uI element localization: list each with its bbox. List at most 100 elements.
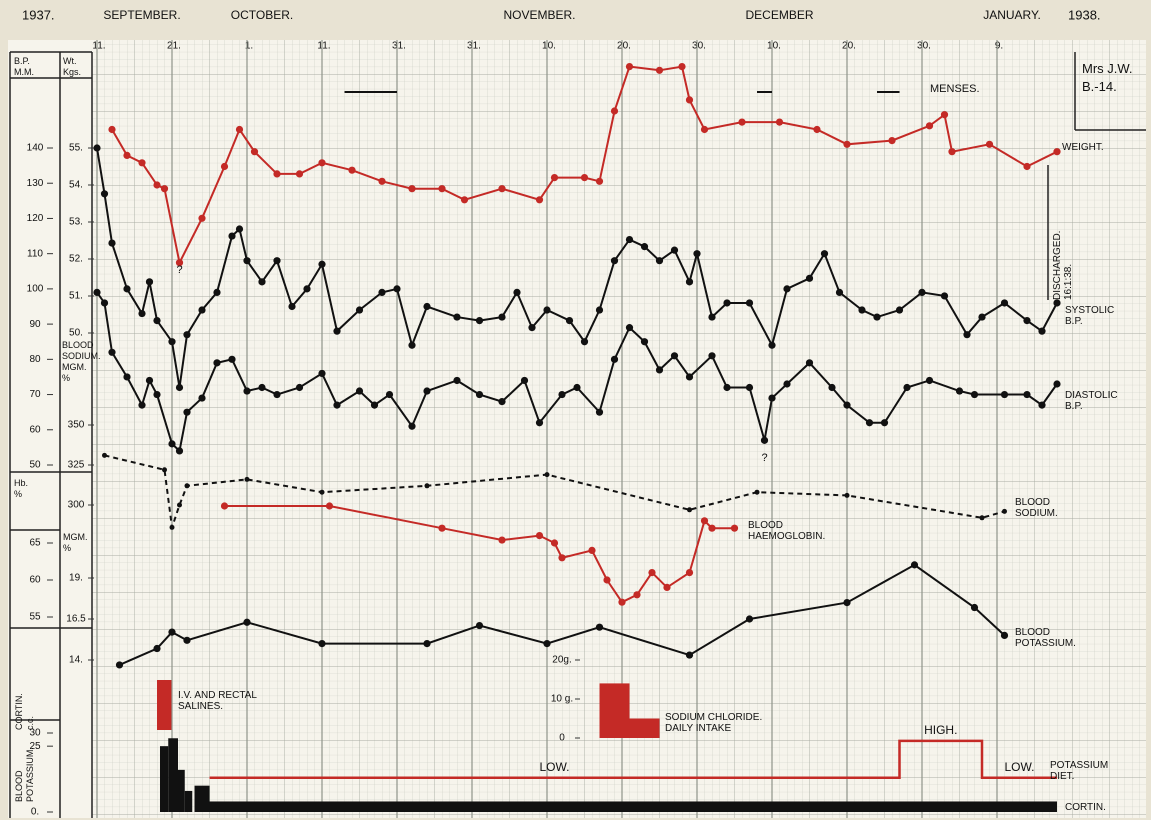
data-point bbox=[145, 376, 154, 385]
data-point bbox=[333, 401, 341, 409]
y-tick-label: 52. bbox=[69, 254, 83, 265]
salines-bar bbox=[157, 680, 172, 730]
data-point bbox=[565, 316, 574, 325]
data-point bbox=[550, 174, 559, 182]
x-tick-label: 21. bbox=[167, 41, 181, 52]
data-point bbox=[595, 408, 604, 416]
y-tick-label: 110 bbox=[27, 248, 43, 259]
data-point bbox=[535, 419, 544, 427]
data-point bbox=[438, 185, 446, 193]
data-point bbox=[102, 452, 107, 458]
diet-label: LOW. bbox=[539, 760, 569, 774]
x-tick-label: 31. bbox=[467, 41, 481, 52]
data-point bbox=[768, 341, 776, 349]
data-point bbox=[858, 306, 866, 314]
axis-label: Wt. Kgs. bbox=[63, 56, 82, 77]
y-tick-label: 55. bbox=[69, 143, 83, 154]
data-point bbox=[333, 327, 341, 335]
data-point bbox=[100, 190, 109, 198]
data-point bbox=[535, 196, 544, 204]
data-point bbox=[543, 306, 551, 314]
annotation: DISCHARGED. 16:1:38. bbox=[1052, 230, 1074, 300]
x-tick-label: 11. bbox=[92, 41, 105, 52]
data-point bbox=[475, 316, 484, 325]
series-label: BLOOD POTASSIUM. bbox=[1015, 627, 1076, 649]
data-point bbox=[880, 419, 889, 427]
data-point bbox=[580, 174, 589, 182]
y-tick-label: 20g. bbox=[552, 655, 571, 666]
data-point bbox=[273, 170, 281, 178]
series-line bbox=[119, 563, 1006, 666]
data-point bbox=[550, 539, 559, 547]
data-point bbox=[595, 306, 604, 314]
y-tick-label: 14. bbox=[69, 655, 83, 666]
data-point bbox=[183, 636, 191, 644]
month-label: SEPTEMBER. bbox=[103, 8, 180, 22]
data-point bbox=[244, 476, 250, 482]
diet-label: HIGH. bbox=[924, 723, 957, 737]
data-point bbox=[498, 398, 506, 406]
data-point bbox=[243, 257, 251, 265]
data-point bbox=[895, 306, 904, 314]
data-point bbox=[198, 394, 206, 402]
data-point bbox=[610, 107, 619, 115]
data-point bbox=[108, 348, 116, 356]
data-point bbox=[198, 306, 206, 314]
data-point bbox=[610, 257, 619, 265]
data-point bbox=[348, 166, 356, 174]
data-point bbox=[393, 285, 401, 293]
data-point bbox=[655, 66, 664, 74]
month-label: OCTOBER. bbox=[231, 8, 293, 22]
data-point bbox=[978, 313, 986, 321]
cortin-bar bbox=[178, 769, 185, 812]
axis-label: BLOOD POTASSIUM. bbox=[14, 747, 35, 802]
series-label: POTASSIUM DIET. bbox=[1050, 760, 1109, 782]
series-label: BLOOD SODIUM. bbox=[1015, 497, 1058, 519]
data-point bbox=[378, 177, 386, 185]
data-point bbox=[160, 185, 169, 193]
data-point bbox=[535, 532, 544, 540]
data-point bbox=[543, 640, 551, 648]
data-point bbox=[498, 185, 506, 193]
axis-label: Hb. % bbox=[14, 478, 29, 499]
data-point bbox=[355, 387, 364, 395]
data-point bbox=[940, 111, 949, 119]
data-point bbox=[1000, 631, 1009, 640]
data-point bbox=[730, 524, 739, 532]
data-point bbox=[162, 467, 167, 473]
y-tick-label: 25 bbox=[29, 741, 41, 752]
y-tick-label: 130 bbox=[27, 178, 44, 189]
data-point bbox=[318, 260, 326, 268]
data-point bbox=[295, 170, 304, 178]
data-point bbox=[700, 517, 709, 525]
data-point bbox=[258, 278, 266, 286]
month-label: NOVEMBER. bbox=[503, 8, 575, 22]
y-tick-label: 16.5 bbox=[66, 614, 86, 625]
data-point bbox=[408, 422, 416, 430]
annotation: Mrs J.W. B.-14. bbox=[1082, 61, 1133, 94]
data-point bbox=[970, 390, 979, 399]
data-point bbox=[844, 492, 850, 498]
data-point bbox=[318, 159, 326, 167]
data-point bbox=[700, 125, 709, 134]
data-point bbox=[243, 387, 251, 395]
salt-bar bbox=[629, 718, 660, 738]
data-point bbox=[708, 313, 716, 321]
data-point bbox=[625, 324, 634, 332]
cortin-bar bbox=[209, 801, 1057, 812]
data-point bbox=[925, 122, 934, 130]
annotation: MENSES. bbox=[930, 83, 980, 95]
data-point bbox=[745, 383, 754, 392]
data-point bbox=[828, 383, 836, 392]
data-point bbox=[760, 436, 769, 444]
data-point bbox=[670, 352, 679, 360]
data-point bbox=[655, 366, 664, 374]
data-point bbox=[213, 359, 221, 367]
data-point bbox=[625, 235, 634, 244]
data-point bbox=[610, 355, 619, 363]
y-tick-label: 0 bbox=[559, 733, 565, 744]
data-point bbox=[423, 387, 431, 395]
data-point bbox=[1038, 327, 1046, 335]
data-point bbox=[723, 383, 731, 392]
